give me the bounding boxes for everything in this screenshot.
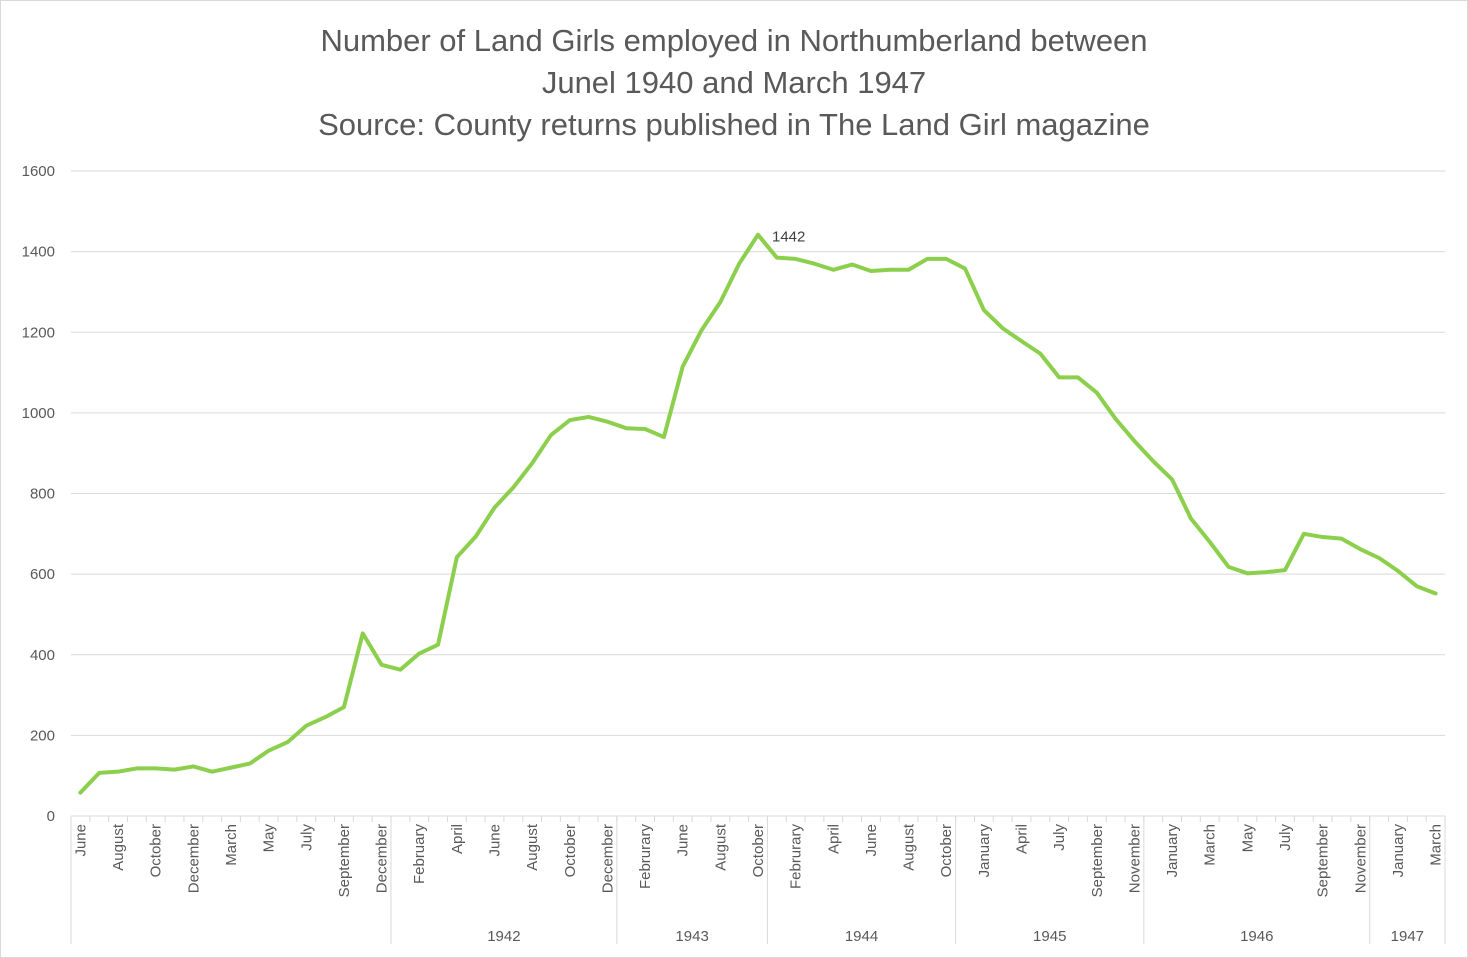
x-category-label: Februrary <box>788 824 805 890</box>
x-category-label: October <box>750 824 767 877</box>
gridlines <box>71 170 1445 736</box>
x-category-label: August <box>110 823 127 871</box>
y-tick-label: 1000 <box>22 405 55 422</box>
x-category-label: November <box>1352 824 1369 893</box>
y-tick-label: 200 <box>30 727 55 744</box>
x-category-label: April <box>1014 824 1031 854</box>
chart-title-line-1: Number of Land Girls employed in Northum… <box>320 23 1148 58</box>
x-category-label: August <box>524 823 541 871</box>
x-category-label: October <box>562 824 579 877</box>
x-category-label: March <box>223 824 240 866</box>
x-category-label: Februrary <box>637 824 654 890</box>
data-label: 1442 <box>772 229 805 246</box>
x-category-label: January <box>1164 824 1181 878</box>
y-tick-label: 600 <box>30 566 55 583</box>
y-tick-label: 0 <box>47 808 55 825</box>
x-category-label: October <box>148 824 165 877</box>
x-category-label: April <box>449 824 466 854</box>
y-axis: 0 200 400 600 800 1000 1200 1400 1600 <box>22 163 55 825</box>
x-category-label: November <box>1126 824 1143 893</box>
x-category-label: August <box>901 823 918 871</box>
chart-title-line-3: Source: County returns published in The … <box>318 107 1150 142</box>
x-category-label: October <box>938 824 955 877</box>
x-category-label: June <box>675 824 692 857</box>
year-group-label: 1945 <box>1033 928 1066 945</box>
x-category-label: July <box>298 824 315 851</box>
year-group-label: 1944 <box>845 928 878 945</box>
series-land-girls <box>78 232 1438 795</box>
x-axis: June August October December March May July Sep… <box>70 815 1446 945</box>
year-group-label: 1946 <box>1240 928 1273 945</box>
x-category-label: August <box>712 823 729 871</box>
x-category-label: September <box>1315 824 1332 897</box>
y-tick-label: 800 <box>30 486 55 503</box>
y-tick-label: 1200 <box>22 324 55 341</box>
x-category-label: February <box>411 824 428 885</box>
year-group-label: 1942 <box>487 928 520 945</box>
x-category-label: September <box>336 824 353 897</box>
x-category-label: December <box>185 824 202 893</box>
y-tick-label: 400 <box>30 647 55 664</box>
x-category-label: July <box>1277 824 1294 851</box>
series-line <box>78 232 1438 795</box>
x-category-label: May <box>261 824 278 853</box>
x-category-label: June <box>486 824 503 857</box>
x-category-label: January <box>1390 824 1407 878</box>
y-tick-label: 1400 <box>22 244 55 261</box>
data-labels: 1442 <box>772 229 805 246</box>
year-group-label: 1943 <box>675 928 708 945</box>
y-tick-label: 1600 <box>22 163 55 180</box>
x-category-label: April <box>825 824 842 854</box>
year-group-label: 1947 <box>1391 928 1424 945</box>
x-category-label: July <box>1051 824 1068 851</box>
x-category-label: January <box>976 824 993 878</box>
x-category-label: March <box>1428 824 1445 866</box>
x-category-label: December <box>599 824 616 893</box>
x-category-label: June <box>863 824 880 857</box>
x-category-label: June <box>72 824 89 857</box>
x-category-label: December <box>374 824 391 893</box>
x-category-label: September <box>1089 824 1106 897</box>
chart-title-line-2: Junel 1940 and March 1947 <box>541 65 927 100</box>
x-category-label: March <box>1202 824 1219 866</box>
chart-title: Number of Land Girls employed in Northum… <box>0 20 1468 146</box>
x-category-label: May <box>1239 824 1256 853</box>
